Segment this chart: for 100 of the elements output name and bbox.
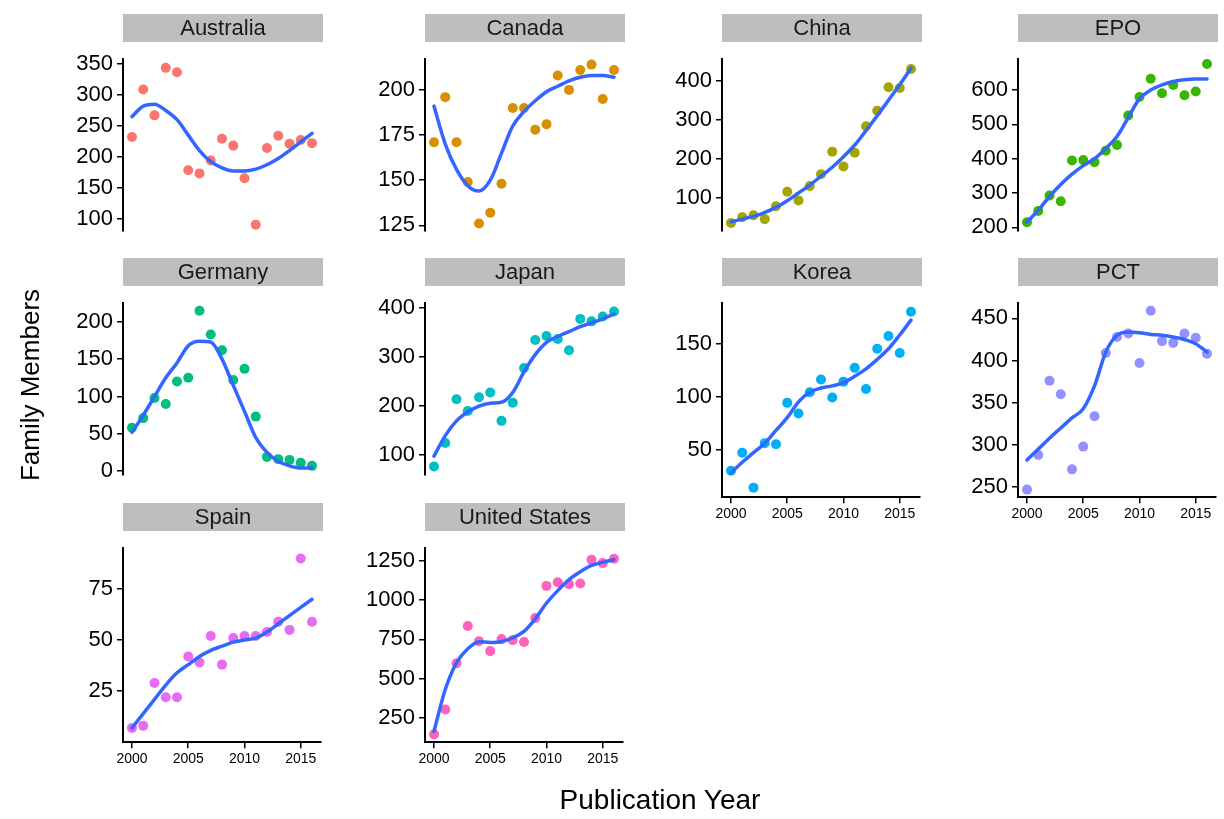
point — [462, 620, 473, 631]
point — [861, 384, 871, 395]
point — [748, 482, 759, 493]
point — [183, 651, 194, 662]
y-tick-label: 50 — [687, 435, 712, 461]
x-axis-title: Publication Year — [559, 784, 761, 816]
chart-title: EPO — [1018, 14, 1218, 42]
x-tick-label: 2015 — [285, 750, 317, 767]
x-tick-label: 2010 — [1123, 505, 1156, 522]
point — [250, 411, 261, 422]
point — [575, 313, 586, 324]
chart-title: Australia — [123, 14, 323, 42]
point — [160, 398, 171, 409]
point — [609, 65, 619, 76]
point — [838, 161, 849, 172]
point — [564, 84, 574, 95]
point — [307, 616, 317, 627]
x-tick-label: 2005 — [172, 750, 205, 767]
point — [816, 374, 826, 385]
point — [793, 408, 804, 419]
point — [849, 362, 860, 373]
y-tick-label: 500 — [378, 664, 415, 690]
point — [552, 577, 563, 588]
y-tick-label: 100 — [675, 183, 712, 209]
y-tick-label: 350 — [971, 388, 1008, 414]
y-axis-title: Family Members — [14, 288, 46, 482]
x-tick-label: 2010 — [827, 505, 860, 522]
point — [1078, 441, 1089, 452]
chart-title: Korea — [722, 258, 922, 286]
y-tick-label: 250 — [378, 703, 415, 729]
y-tick-label: 150 — [675, 329, 712, 355]
point — [474, 218, 484, 229]
point — [782, 397, 793, 408]
y-tick-label: 300 — [971, 430, 1008, 456]
point — [793, 195, 804, 206]
line-series — [432, 73, 616, 193]
point — [496, 415, 507, 426]
point — [1145, 73, 1156, 84]
point — [451, 137, 462, 148]
chart-title: PCT — [1018, 258, 1218, 286]
point — [284, 624, 295, 635]
y-tick-label: 300 — [378, 343, 415, 369]
point — [239, 363, 250, 374]
point — [564, 345, 574, 356]
point — [1179, 90, 1190, 101]
x-tick-label: 2000 — [116, 750, 148, 767]
point — [440, 92, 451, 103]
point — [1157, 336, 1167, 347]
y-tick-label: 400 — [675, 66, 712, 92]
y-tick-label: 150 — [76, 173, 113, 199]
y-tick-label: 350 — [76, 50, 113, 76]
chart-title: China — [722, 14, 922, 42]
point — [1157, 88, 1167, 99]
point — [485, 207, 496, 218]
point — [138, 720, 149, 731]
point — [239, 173, 250, 184]
y-tick-label: 200 — [971, 213, 1008, 239]
point — [1055, 196, 1066, 207]
point — [496, 178, 507, 189]
point — [1055, 389, 1066, 400]
point — [183, 165, 194, 176]
point — [519, 636, 529, 647]
point — [1022, 484, 1032, 495]
point — [1145, 305, 1156, 316]
point — [217, 659, 227, 670]
point — [1044, 375, 1055, 386]
chart-title: Spain — [123, 503, 323, 531]
point — [883, 82, 894, 93]
point — [440, 704, 451, 715]
point — [827, 146, 838, 157]
point — [771, 439, 781, 450]
point — [849, 147, 860, 158]
point — [138, 84, 149, 95]
x-tick-label: 2000 — [418, 750, 450, 767]
y-tick-label: 0 — [100, 457, 113, 483]
point — [295, 553, 306, 564]
point — [485, 387, 496, 398]
y-tick-label: 450 — [971, 304, 1008, 330]
x-tick-label: 2000 — [1011, 505, 1043, 522]
y-tick-label: 75 — [88, 575, 113, 601]
y-tick-label: 500 — [971, 110, 1008, 136]
line-series — [130, 102, 314, 173]
y-tick-label: 250 — [971, 473, 1008, 499]
point — [160, 62, 171, 73]
y-tick-label: 300 — [675, 105, 712, 131]
y-tick-label: 1250 — [366, 546, 415, 572]
x-tick-label: 2010 — [228, 750, 261, 767]
point — [228, 140, 239, 151]
y-tick-label: 100 — [76, 382, 113, 408]
point — [149, 110, 160, 121]
y-tick-label: 400 — [378, 294, 415, 320]
point — [552, 70, 563, 81]
point — [782, 186, 793, 197]
x-tick-label: 2015 — [884, 505, 916, 522]
chart-title: United States — [425, 503, 625, 531]
point — [250, 219, 261, 230]
point — [451, 394, 462, 405]
y-tick-label: 200 — [76, 142, 113, 168]
x-tick-label: 2015 — [1180, 505, 1212, 522]
point — [1190, 332, 1201, 343]
